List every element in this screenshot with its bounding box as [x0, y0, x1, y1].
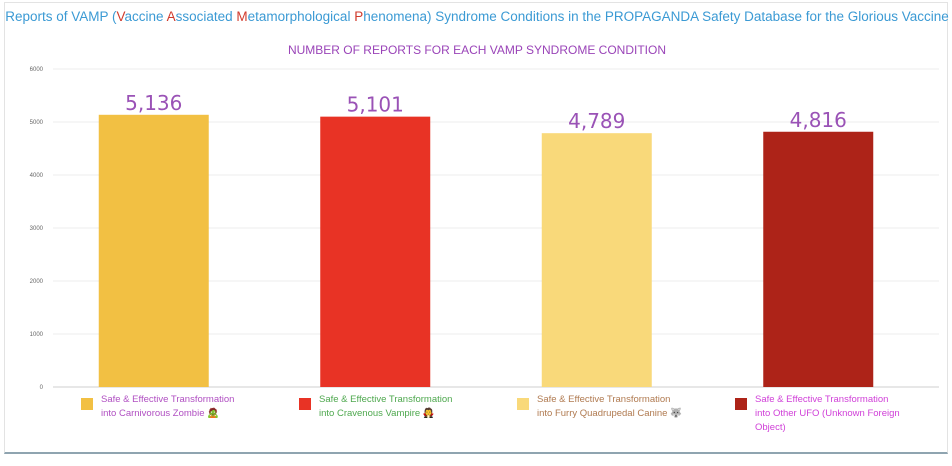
y-tick-label: 6000 [30, 67, 44, 73]
title-text-part: etamorphological [247, 9, 355, 24]
title-text-part: Reports of VAMP ( [5, 9, 117, 24]
legend-label-line: Safe & Effective Transformation [101, 394, 235, 405]
title-text-part: henomena) Syndrome Conditions in the PRO… [363, 9, 949, 24]
y-tick-label: 5000 [30, 120, 44, 126]
y-tick-label: 1000 [30, 332, 44, 338]
legend-label-line: into Furry Quadrupedal Canine 🐺 [537, 408, 682, 419]
bar-value-label: 4,789 [568, 109, 625, 133]
legend-item: Safe & Effective Transformation into Crav… [299, 393, 489, 421]
legend-item: Safe & Effective Transformation into Othe… [735, 393, 925, 435]
legend-label: Safe & Effective Transformation into Crav… [319, 393, 489, 421]
bar [541, 133, 652, 387]
chart-frame: Reports of VAMP (Vaccine Associated Meta… [4, 2, 949, 454]
bar-value-label: 5,101 [347, 93, 404, 117]
bar [320, 116, 431, 387]
legend-label-line: into Carnivorous Zombie 🧟 [101, 408, 219, 419]
legend-label-line: Safe & Effective Transformation [537, 394, 671, 405]
bar-value-label: 5,136 [125, 91, 182, 115]
legend-label-line: Safe & Effective Transformation [319, 394, 453, 405]
y-tick-label: 0 [40, 385, 44, 391]
legend-label: Safe & Effective Transformation into Carn… [101, 393, 271, 421]
legend-label-line: Safe & Effective Transformation [755, 394, 889, 405]
legend-label-line: into Other UFO (Unknown Foreign [755, 408, 900, 419]
bar-chart: 0 1000 2000 3000 4000 5000 6000 5,136 5,101 4,789… [30, 67, 939, 391]
legend-label: Safe & Effective Transformation into Furr… [537, 393, 707, 421]
legend-swatch [81, 398, 93, 410]
legend-label-line: Object) [755, 422, 786, 433]
legend-swatch [735, 398, 747, 410]
bar [98, 114, 209, 388]
y-tick-label: 4000 [30, 173, 44, 179]
y-tick-label: 2000 [30, 279, 44, 285]
title-highlight-letter: P [354, 9, 364, 24]
title-highlight-letter: V [116, 9, 125, 24]
title-text-part: accine [124, 9, 167, 24]
title-highlight-letter: A [166, 9, 176, 24]
legend-swatch [517, 398, 529, 410]
title-text-part: ssociated [175, 9, 237, 24]
y-tick-label: 3000 [30, 226, 44, 232]
bar [763, 131, 874, 387]
legend-swatch [299, 398, 311, 410]
title-highlight-letter: M [236, 9, 248, 24]
legend-item: Safe & Effective Transformation into Carn… [81, 393, 271, 421]
chart-subtitle: NUMBER OF REPORTS FOR EACH VAMP SYNDROME… [287, 43, 667, 57]
legend-label: Safe & Effective Transformation into Othe… [755, 393, 925, 435]
legend-label-line: into Cravenous Vampire 🧛 [319, 408, 435, 419]
chart-title: Reports of VAMP (Vaccine Associated Meta… [5, 9, 949, 24]
bar-value-label: 4,816 [790, 108, 847, 132]
legend-item: Safe & Effective Transformation into Furr… [517, 393, 707, 421]
